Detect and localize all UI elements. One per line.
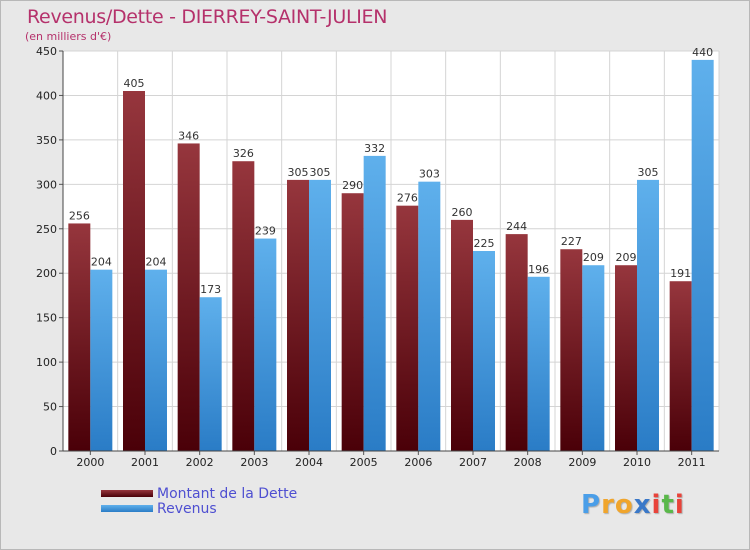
y-tick-label: 450 (36, 45, 57, 58)
bar-revenue (254, 238, 277, 451)
data-label: 209 (583, 251, 604, 264)
data-label: 305 (638, 166, 659, 179)
y-tick-label: 350 (36, 134, 57, 147)
y-tick-label: 0 (50, 445, 57, 458)
chart-subtitle: (en milliers d'€) (25, 30, 112, 43)
bar-revenue (90, 269, 113, 451)
data-label: 290 (342, 179, 363, 192)
y-tick-label: 300 (36, 178, 57, 191)
bar-debt (123, 91, 145, 451)
logo-letter: i (674, 490, 685, 520)
y-tick-label: 150 (36, 312, 57, 325)
proxiti-logo: Proxiti (581, 490, 685, 520)
legend-label-debt: Montant de la Dette (157, 486, 298, 502)
x-tick-label: 2003 (240, 456, 268, 469)
bar-revenue (473, 251, 495, 451)
data-label: 260 (452, 206, 473, 219)
x-tick-label: 2001 (131, 456, 159, 469)
data-label: 332 (364, 142, 385, 155)
bar-debt (287, 179, 309, 451)
x-tick-label: 2008 (514, 456, 542, 469)
data-label: 276 (397, 192, 418, 205)
bar-revenue (199, 297, 222, 451)
data-label: 303 (419, 168, 440, 181)
x-tick-label: 2005 (350, 456, 378, 469)
bar-debt (669, 281, 692, 451)
data-label: 239 (255, 225, 276, 238)
data-label: 440 (692, 46, 713, 59)
data-label: 326 (233, 147, 254, 160)
bar-debt (341, 193, 364, 451)
bar-debt (615, 265, 637, 451)
data-label: 209 (616, 251, 637, 264)
x-tick-label: 2004 (295, 456, 323, 469)
bar-revenue (582, 265, 605, 451)
data-label: 227 (561, 235, 582, 248)
x-tick-label: 2011 (678, 456, 706, 469)
logo-letter: r (601, 490, 615, 520)
bar-debt (177, 143, 200, 451)
x-tick-label: 2000 (76, 456, 104, 469)
y-tick-label: 400 (36, 89, 57, 102)
data-label: 256 (69, 209, 90, 222)
legend-label-revenue: Revenus (157, 501, 217, 517)
x-tick-label: 2007 (459, 456, 487, 469)
logo-letter: o (614, 490, 634, 520)
legend-swatch-debt (101, 490, 153, 497)
bar-debt (232, 161, 255, 451)
data-label: 173 (200, 283, 221, 296)
y-tick-label: 50 (43, 401, 57, 414)
data-label: 305 (310, 166, 331, 179)
x-tick-label: 2010 (623, 456, 651, 469)
legend-swatch-revenue (101, 505, 153, 512)
chart-title: Revenus/Dette - DIERREY-SAINT-JULIEN (27, 6, 388, 28)
data-label: 225 (474, 237, 495, 250)
bar-revenue (691, 59, 714, 452)
logo-letter: P (581, 490, 602, 520)
bar-revenue (637, 179, 659, 451)
bar-debt (451, 219, 473, 451)
bar-debt (560, 249, 583, 451)
x-tick-label: 2002 (186, 456, 214, 469)
bar-revenue (527, 276, 550, 451)
x-tick-label: 2006 (404, 456, 432, 469)
bar-debt (68, 223, 91, 451)
logo-letter: t (661, 490, 675, 520)
data-label: 244 (506, 220, 527, 233)
x-tick-label: 2009 (568, 456, 596, 469)
data-label: 204 (146, 256, 167, 269)
bar-revenue (309, 179, 331, 451)
logo-letter: x (633, 490, 652, 520)
y-tick-label: 100 (36, 356, 57, 369)
bar-debt (396, 205, 419, 451)
bar-revenue (363, 155, 386, 451)
data-label: 204 (91, 256, 112, 269)
y-tick-label: 250 (36, 223, 57, 236)
y-tick-label: 200 (36, 267, 57, 280)
data-label: 305 (288, 166, 309, 179)
data-label: 346 (178, 129, 199, 142)
logo-letter: i (651, 490, 662, 520)
bar-debt (505, 234, 528, 451)
bar-revenue (418, 181, 441, 451)
data-label: 191 (670, 267, 691, 280)
bar-revenue (145, 269, 167, 451)
data-label: 196 (528, 263, 549, 276)
data-label: 405 (124, 77, 145, 90)
